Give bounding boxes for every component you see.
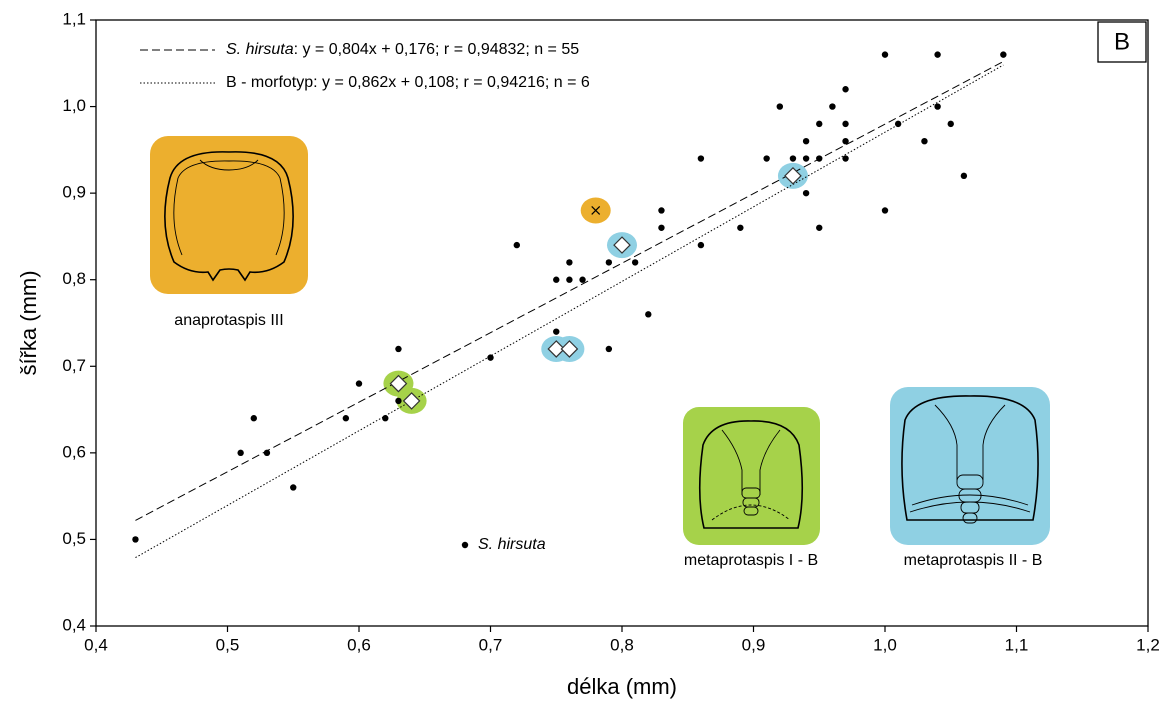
- point: [842, 120, 849, 128]
- panel-label: B: [1114, 28, 1130, 55]
- point: [934, 103, 941, 110]
- x-tick-label: 0,9: [742, 635, 766, 654]
- point: [613, 236, 631, 254]
- y-tick-label: 1,1: [62, 9, 86, 28]
- point: [355, 380, 363, 387]
- legend-name: S. hirsuta: [226, 41, 294, 58]
- point: [816, 224, 823, 231]
- x-tick-label: 0,8: [610, 635, 634, 654]
- legend-name: S. hirsuta: [478, 536, 546, 553]
- point: [881, 207, 889, 214]
- point: [290, 484, 297, 491]
- panel-box: [1097, 21, 1147, 63]
- point: [802, 155, 810, 162]
- point: [658, 224, 665, 231]
- point: [250, 415, 257, 422]
- point: [842, 138, 849, 145]
- illustration-label: metaprotaspis II - B: [904, 552, 1043, 569]
- point: [605, 345, 613, 353]
- plot-layer: 0,4 0,5 0,6 0,7 0,8 0,9 1,0 1,1 1,2 0,4 0,5 0,6 0,7 0…: [62, 9, 1159, 654]
- y-tick-label: 1,0: [62, 96, 86, 115]
- illustration-box: [890, 387, 1050, 545]
- x-tick-label: 0,7: [479, 635, 503, 654]
- x-tick-label: 0,5: [216, 635, 240, 654]
- illustration: [890, 387, 1050, 545]
- point: [842, 155, 849, 162]
- y-tick-label: 0,9: [62, 183, 86, 202]
- point: [591, 206, 601, 215]
- point: [566, 276, 573, 283]
- legend-entry: B - morfotyp: y = 0,862x + 0,108; r = 0,…: [226, 74, 590, 91]
- illustration: [150, 136, 308, 294]
- point: [487, 354, 494, 361]
- illustration-box: [683, 407, 820, 545]
- point: [789, 155, 797, 162]
- legend-marker: [461, 541, 469, 549]
- point: [658, 207, 665, 214]
- point: [631, 259, 639, 266]
- point: [697, 241, 705, 249]
- point: [605, 259, 613, 266]
- legend-text: : y = 0,862x + 0,108; r = 0,94216; n = 6: [313, 74, 590, 91]
- y-tick-label: 0,7: [62, 356, 86, 375]
- point: [645, 311, 652, 318]
- legend-name: B - morfotyp: [226, 74, 313, 91]
- point: [802, 189, 810, 197]
- legend-entry: S. hirsuta: y = 0,804x + 0,176; r = 0,94…: [226, 41, 579, 58]
- point: [237, 449, 244, 457]
- point: [263, 449, 271, 457]
- illustration-box: [150, 136, 308, 294]
- point: [829, 103, 836, 110]
- point: [395, 397, 402, 405]
- point: [513, 241, 520, 249]
- y-tick-label: 0,5: [62, 529, 86, 548]
- point: [342, 415, 350, 422]
- point: [737, 224, 744, 231]
- point: [560, 340, 579, 358]
- point: [960, 172, 968, 180]
- illustration: [683, 407, 820, 545]
- point: [934, 51, 941, 58]
- point: [921, 138, 928, 145]
- point: [395, 345, 402, 353]
- point: [784, 166, 802, 185]
- x-tick-label: 1,1: [1005, 635, 1029, 654]
- point: [547, 340, 566, 358]
- y-tick-label: 0,4: [62, 615, 86, 634]
- point: [132, 536, 139, 543]
- point: [1000, 51, 1007, 58]
- point: [697, 155, 705, 162]
- point: [802, 138, 810, 145]
- point: [816, 120, 823, 128]
- point: [382, 415, 389, 422]
- x-tick-label: 1,2: [1136, 635, 1160, 654]
- point: [763, 155, 770, 162]
- illustration-label: anaprotaspis III: [174, 312, 283, 329]
- point: [389, 374, 408, 393]
- point: [776, 103, 783, 110]
- point: [947, 120, 954, 128]
- y-tick-label: 0,6: [62, 442, 86, 461]
- point: [842, 86, 849, 93]
- point: [566, 259, 573, 266]
- x-tick-label: 0,6: [347, 635, 371, 654]
- x-axis-title: délka (mm): [567, 674, 677, 699]
- point: [881, 51, 889, 58]
- y-tick-label: 0,8: [62, 269, 86, 288]
- x-tick-label: 1,0: [873, 635, 897, 654]
- point: [579, 276, 586, 283]
- illustration-label: metaprotaspis I - B: [684, 552, 818, 569]
- point: [816, 155, 823, 162]
- legend-text: : y = 0,804x + 0,176; r = 0,94832; n = 5…: [294, 41, 580, 58]
- y-axis-title: šířka (mm): [16, 270, 41, 375]
- regression-line: [135, 61, 1004, 521]
- point: [894, 120, 902, 128]
- point: [402, 392, 421, 410]
- point: [553, 276, 560, 283]
- point: [553, 328, 560, 335]
- x-tick-label: 0,4: [84, 635, 108, 654]
